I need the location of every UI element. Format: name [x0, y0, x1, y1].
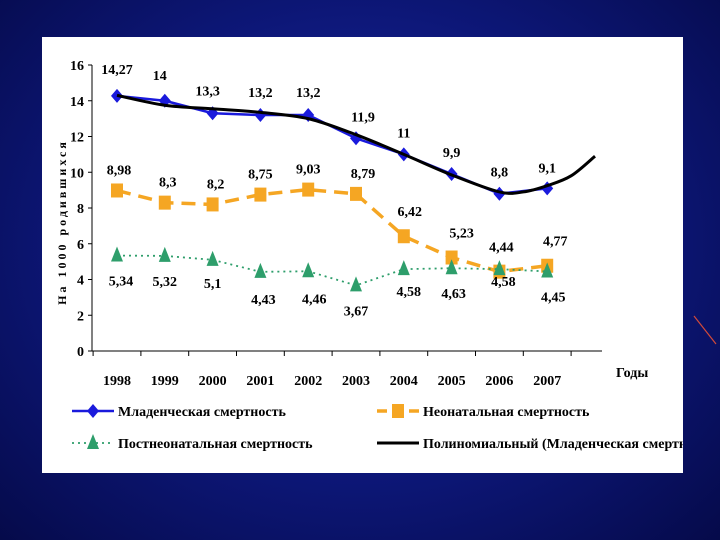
data-label: 13,3 — [195, 84, 220, 99]
y-tick-label: 12 — [70, 131, 84, 146]
series-line-2 — [116, 254, 548, 287]
decor-line — [693, 315, 717, 345]
x-tick-label: 2007 — [533, 374, 561, 389]
data-label: 4,45 — [541, 290, 566, 305]
x-tick-label: 2003 — [342, 374, 370, 389]
data-label: 9,9 — [443, 146, 461, 161]
y-axis-label: На 1000 родившихся — [55, 139, 69, 305]
data-label: 4,46 — [302, 292, 327, 307]
chart-svg: 0 2 4 6 8 10 12 14 16 1998 1999 2000 2001 2002 2003 200… — [55, 59, 683, 452]
legend-marker-0 — [87, 404, 99, 418]
data-label: 6,42 — [398, 205, 423, 220]
data-label: 4,44 — [489, 241, 514, 256]
series-2-point — [158, 246, 171, 262]
data-label: 11,9 — [351, 110, 375, 125]
y-tick-label: 6 — [77, 238, 84, 253]
x-tick-label: 2006 — [485, 374, 513, 389]
series-1-point — [254, 187, 267, 202]
chart-panel: 0 2 4 6 8 10 12 14 16 1998 1999 2000 2001 2002 2003 200… — [42, 37, 683, 473]
axes: 0 2 4 6 8 10 12 14 16 1998 1999 2000 2001 2002 2003 200… — [70, 59, 648, 389]
x-axis-title: Годы — [616, 366, 648, 381]
data-label: 8,8 — [491, 166, 509, 181]
slide-decoration — [693, 315, 717, 345]
data-label: 8,75 — [248, 168, 273, 183]
data-label: 4,58 — [397, 285, 422, 300]
series-line-1 — [116, 187, 548, 274]
series-2-point — [445, 259, 458, 275]
data-label: 13,2 — [296, 86, 321, 101]
series-2-point — [541, 262, 554, 278]
series-1-point — [350, 186, 362, 201]
data-label: 14,27 — [101, 63, 133, 78]
data-label: 5,32 — [153, 275, 178, 290]
data-labels: 14,27 14 13,3 13,2 13,2 11,9 11 9,9 8,8 9,1 8,98 8,… — [101, 63, 567, 319]
data-label: 4,63 — [441, 287, 466, 302]
data-label: 5,23 — [449, 227, 474, 242]
x-tick-label: 2005 — [438, 374, 466, 389]
series-1-point — [302, 182, 315, 197]
series-2-point — [111, 246, 123, 262]
y-tick-label: 0 — [77, 345, 84, 360]
x-tick-label: 1998 — [103, 374, 131, 389]
legend-label: Постнеонатальная смертность — [118, 437, 313, 452]
series-line-3 — [116, 93, 596, 195]
legend-label: Младенческая смертность — [118, 405, 286, 420]
series-2-point — [350, 276, 362, 292]
data-label: 4,43 — [251, 293, 276, 308]
series-group — [111, 88, 596, 292]
data-label: 5,34 — [109, 275, 134, 290]
series-1-point — [158, 195, 171, 210]
data-label: 8,98 — [107, 163, 132, 178]
data-label: 4,77 — [543, 235, 568, 250]
x-tick-label: 2001 — [246, 374, 274, 389]
series-1-point — [397, 229, 410, 244]
legend-marker-2 — [87, 434, 99, 449]
data-label: 9,1 — [538, 161, 556, 176]
data-label: 14 — [153, 69, 167, 84]
series-2-point — [206, 250, 219, 266]
data-label: 9,03 — [296, 163, 321, 178]
y-tick-label: 14 — [70, 95, 84, 110]
series-1-point — [445, 250, 458, 265]
legend-marker-1 — [392, 404, 404, 418]
y-tick-label: 2 — [77, 309, 84, 324]
data-label: 5,1 — [204, 277, 222, 292]
x-tick-label: 2000 — [199, 374, 227, 389]
data-label: 3,67 — [344, 304, 369, 319]
series-2-point — [302, 262, 315, 278]
data-label: 8,79 — [351, 167, 376, 182]
series-line-0 — [116, 94, 548, 195]
x-tick-label: 2002 — [294, 374, 322, 389]
x-tick-label: 2004 — [390, 374, 418, 389]
y-tick-label: 8 — [77, 202, 84, 217]
y-axis-title: На 1000 родившихся — [55, 139, 69, 305]
y-tick-label: 16 — [70, 59, 84, 74]
series-0-point — [254, 108, 267, 123]
legend-label: Полиномиальный (Младенческая смертность) — [423, 437, 683, 452]
data-label: 11 — [397, 126, 410, 141]
series-2-point — [254, 262, 267, 278]
data-label: 8,2 — [207, 177, 225, 192]
series-1-point — [206, 197, 219, 212]
series-2-point — [493, 260, 506, 276]
series-2-point — [397, 260, 410, 276]
x-tick-label: 1999 — [151, 374, 179, 389]
legend-label: Неонатальная смертность — [423, 405, 590, 420]
data-label: 8,3 — [159, 176, 177, 191]
y-tick-label: 10 — [70, 166, 84, 181]
data-label: 13,2 — [248, 86, 273, 101]
legend: Младенческая смертность Неонатальная смер… — [72, 404, 683, 452]
series-1-point — [111, 183, 123, 198]
data-label: 4,58 — [491, 275, 516, 290]
y-tick-label: 4 — [77, 274, 84, 289]
